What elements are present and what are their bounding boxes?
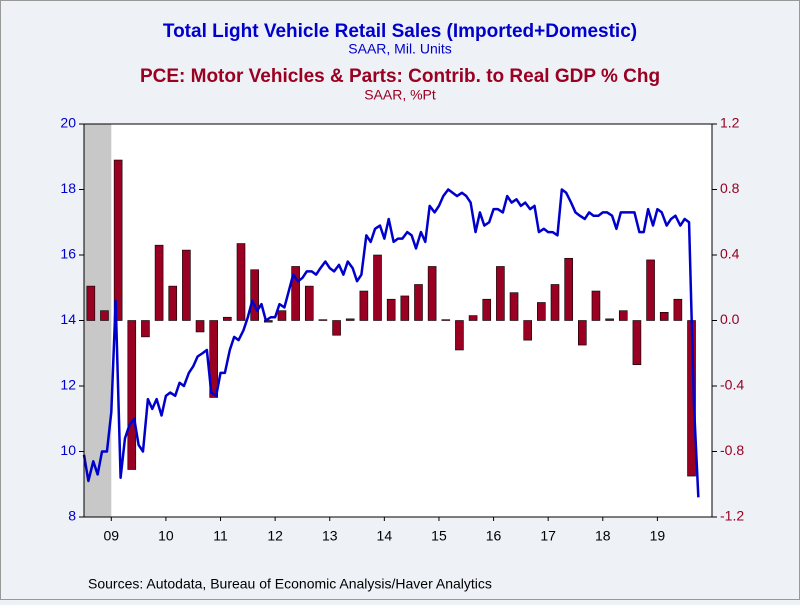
bar [482, 298, 492, 321]
bar [345, 318, 355, 321]
bar [414, 284, 423, 321]
y2-tick-label: -0.4 [720, 377, 744, 393]
bar [236, 243, 246, 321]
y2-tick-label: -0.8 [720, 442, 744, 458]
bar [646, 259, 655, 321]
bar [618, 310, 628, 321]
bar [141, 320, 150, 338]
bar [332, 320, 341, 336]
bar [659, 312, 669, 321]
bar [509, 292, 519, 321]
line [82, 188, 700, 498]
bar [523, 320, 532, 341]
y-tick-label: 20 [60, 115, 76, 131]
bar [223, 316, 232, 321]
y-tick-label: 16 [60, 246, 76, 262]
y-tick-label: 10 [60, 442, 76, 458]
bar [154, 244, 164, 321]
bar [86, 285, 96, 321]
x-tick-label: 15 [431, 528, 447, 544]
bar [386, 298, 396, 321]
bar [427, 266, 437, 321]
x-tick-label: 19 [650, 528, 666, 544]
chart-subtitle: SAAR, Mil. Units [348, 41, 451, 57]
bar [373, 254, 382, 321]
y-tick-label: 18 [60, 180, 76, 196]
y-tick-label: 14 [60, 311, 76, 327]
bar [605, 318, 614, 321]
chart-title-2: PCE: Motor Vehicles & Parts: Contrib. to… [140, 66, 660, 87]
x-tick-label: 09 [104, 528, 120, 544]
y2-tick-label: -1.2 [720, 508, 744, 524]
x-tick-label: 14 [377, 528, 393, 544]
bar [441, 319, 451, 321]
bar [591, 290, 601, 321]
bar [400, 295, 410, 321]
bar [195, 320, 205, 333]
plot-area [84, 124, 712, 517]
source-note: Sources: Autodata, Bureau of Economic An… [88, 576, 492, 592]
chart-title: Total Light Vehicle Retail Sales (Import… [163, 21, 637, 42]
y2-tick-label: 0.4 [720, 246, 740, 262]
bar [168, 285, 178, 321]
bar [578, 320, 587, 346]
bar [113, 159, 123, 321]
y2-tick-label: 1.2 [720, 115, 740, 131]
bar [250, 269, 259, 321]
y2-tick-label: 0.0 [720, 311, 740, 327]
bar [455, 320, 464, 351]
bar [318, 319, 328, 321]
bar [468, 315, 478, 321]
bar [496, 266, 505, 321]
x-tick-label: 13 [322, 528, 338, 544]
y-tick-label: 8 [68, 508, 76, 524]
y-tick-label: 12 [60, 377, 76, 393]
bar [100, 310, 109, 321]
bar [564, 257, 573, 321]
bar [127, 320, 137, 470]
bar [359, 290, 369, 321]
x-tick-label: 10 [158, 528, 174, 544]
bar [209, 320, 218, 398]
bar [537, 302, 546, 321]
bar [277, 310, 287, 321]
bar [291, 266, 300, 321]
x-tick-label: 17 [540, 528, 556, 544]
bar [673, 298, 683, 321]
x-tick-label: 11 [213, 528, 228, 544]
bar [304, 285, 314, 321]
bar [550, 284, 560, 321]
x-tick-label: 12 [267, 528, 283, 544]
x-tick-label: 16 [486, 528, 502, 544]
bar [632, 320, 642, 366]
plot-frame [83, 123, 713, 518]
y2-tick-label: 0.8 [720, 180, 740, 196]
bar [264, 320, 273, 323]
chart-subtitle-2: SAAR, %Pt [364, 87, 436, 103]
x-tick-label: 18 [595, 528, 611, 544]
bar [182, 249, 191, 321]
